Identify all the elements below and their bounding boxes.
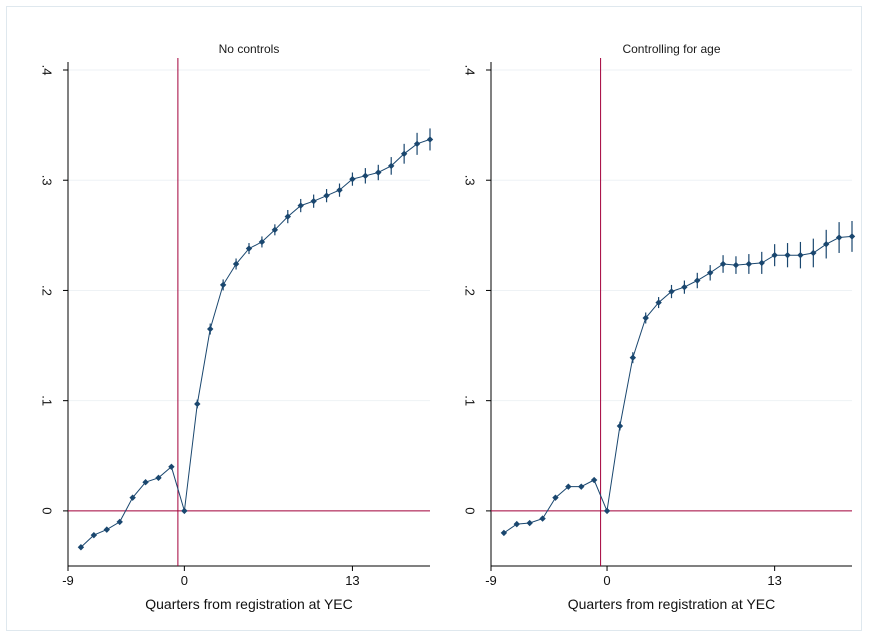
data-point <box>349 175 356 183</box>
data-point <box>400 150 408 157</box>
panel-title: No controls <box>219 42 280 56</box>
data-point <box>732 261 740 269</box>
x-axis-label: Quarters from registration at YEC <box>145 596 352 612</box>
y-tick-label: .3 <box>40 175 55 186</box>
data-point <box>629 354 637 361</box>
data-point <box>745 260 753 268</box>
data-point <box>245 245 253 252</box>
data-point <box>500 529 508 537</box>
data-point <box>375 169 382 176</box>
data-point <box>668 288 675 295</box>
data-point <box>207 325 214 333</box>
data-point <box>616 422 624 430</box>
panel-controlling-for-age: Controlling for age Quarters from regist… <box>463 42 856 612</box>
data-point <box>413 140 421 148</box>
data-point <box>784 251 791 259</box>
data-point <box>513 520 520 528</box>
data-point <box>590 476 598 484</box>
series-line <box>80 138 431 548</box>
data-point <box>103 526 110 533</box>
panel-no-controls: No controls Quarters from registration a… <box>40 42 434 612</box>
data-point <box>129 494 136 501</box>
data-point <box>362 172 369 180</box>
data-point <box>116 518 123 526</box>
y-tick-label: 0 <box>463 507 478 514</box>
x-tick-label: -9 <box>62 573 74 588</box>
x-tick-label: 13 <box>767 573 781 588</box>
y-tick-label: .4 <box>40 65 55 76</box>
data-point <box>526 519 533 527</box>
data-point <box>194 400 201 408</box>
data-point <box>758 259 765 267</box>
data-point <box>565 483 572 490</box>
data-point <box>797 251 804 259</box>
data-point <box>284 213 291 220</box>
y-tick-label: .2 <box>463 285 478 296</box>
y-tick-label: 0 <box>40 507 55 514</box>
data-point <box>719 260 727 268</box>
data-point <box>771 251 778 259</box>
y-tick-label: .1 <box>40 395 55 406</box>
y-tick-label: .1 <box>463 395 478 406</box>
data-point <box>90 531 98 539</box>
x-tick-label: 0 <box>603 573 610 588</box>
y-tick-label: .3 <box>463 175 478 186</box>
data-point <box>539 515 546 522</box>
data-point <box>258 238 266 246</box>
data-point <box>310 197 317 205</box>
data-point <box>388 162 395 170</box>
data-point <box>271 226 279 234</box>
data-point <box>578 483 585 490</box>
y-tick-label: .4 <box>463 65 478 76</box>
data-point <box>642 314 649 322</box>
data-point <box>232 260 240 268</box>
data-point <box>603 507 611 515</box>
data-point <box>168 463 175 470</box>
x-axis-label: Quarters from registration at YEC <box>568 596 775 612</box>
data-point <box>155 474 162 482</box>
data-point <box>694 277 701 284</box>
data-point <box>706 269 714 277</box>
data-point <box>181 507 188 515</box>
data-point <box>336 186 343 194</box>
x-tick-label: -9 <box>485 573 497 588</box>
data-point <box>823 240 830 248</box>
data-point <box>835 234 843 241</box>
data-point <box>655 299 662 306</box>
x-tick-label: 0 <box>181 573 188 588</box>
panel-title: Controlling for age <box>622 42 720 56</box>
data-point <box>810 249 817 257</box>
data-point <box>219 281 227 289</box>
data-point <box>142 479 149 486</box>
series-line <box>503 235 853 534</box>
y-tick-label: .2 <box>40 285 55 296</box>
figure-frame <box>6 6 862 631</box>
data-point <box>77 544 85 551</box>
data-point <box>552 494 559 501</box>
data-point <box>297 202 304 209</box>
data-point <box>323 192 330 199</box>
x-tick-label: 13 <box>345 573 359 588</box>
data-point <box>848 233 856 240</box>
data-point <box>681 283 688 291</box>
data-point <box>426 136 434 143</box>
